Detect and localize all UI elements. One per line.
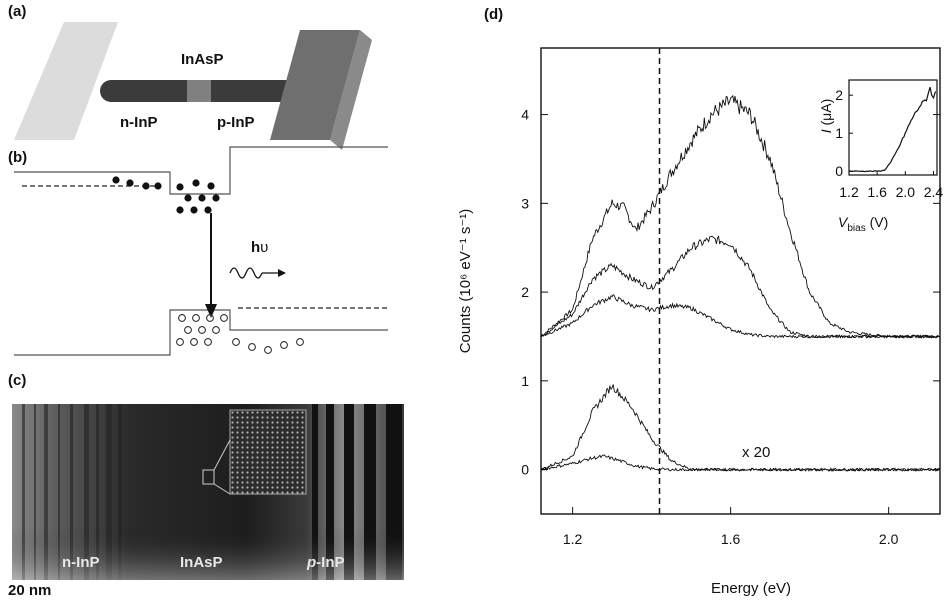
main-ytick-label: 4 <box>521 107 529 123</box>
conduction-band <box>14 146 388 195</box>
inset-xtick-label: 2.0 <box>896 184 916 200</box>
inset-ylabel-unit: (μA) <box>818 98 834 130</box>
main-series-1 <box>540 235 940 339</box>
panel-a-label: (a) <box>8 3 27 20</box>
inset-xtick-label: 1.2 <box>839 184 859 200</box>
lattice-inset <box>229 409 307 495</box>
main-xlabel: Energy (eV) <box>711 580 792 597</box>
main-xtick-label: 1.2 <box>563 531 583 547</box>
inset-ytick-label: 2 <box>835 87 843 103</box>
main-ytick-label: 2 <box>521 284 529 300</box>
band-diagram <box>14 146 388 356</box>
label-pinp-c-suffix: -InP <box>316 554 345 571</box>
main-xtick-label: 1.6 <box>721 531 741 547</box>
inset-ylabel: I (μA) <box>818 86 834 146</box>
inset-ytick-label: 0 <box>835 163 843 179</box>
valence-band <box>14 309 388 356</box>
label-pinp-a: p-InP <box>217 114 255 131</box>
main-ytick-label: 0 <box>521 462 529 478</box>
main-xtick-label: 2.0 <box>879 531 899 547</box>
device-schematic <box>14 22 372 150</box>
panel-c-label: (c) <box>8 372 27 389</box>
left-contact <box>14 22 118 140</box>
main-series-4 <box>540 454 941 472</box>
inset-xtick-label: 2.4 <box>924 184 944 200</box>
scale-bar-label: 20 nm <box>8 582 52 599</box>
inset-xlabel-sub: bias <box>847 222 866 234</box>
label-pinp-c: p-InP <box>307 554 345 571</box>
inset-ytick-label: 1 <box>835 125 843 141</box>
main-series-2 <box>540 294 941 339</box>
inasp-segment <box>187 80 211 102</box>
label-ninp-a: n-InP <box>120 114 158 131</box>
label-pinp-c-prefix: p <box>307 554 317 571</box>
label-inasp-a: InAsP <box>181 51 224 68</box>
tem-image <box>12 404 404 580</box>
main-ytick-label: 3 <box>521 195 529 211</box>
panel-d-label: (d) <box>484 6 504 23</box>
inset-xtick-label: 1.6 <box>867 184 887 200</box>
label-ninp-c: n-InP <box>62 554 100 571</box>
photon-label: hυ <box>251 239 268 256</box>
main-frame <box>540 47 941 515</box>
holes <box>176 314 304 354</box>
photon-wave <box>229 267 263 279</box>
label-inasp-c: InAsP <box>180 554 223 571</box>
photon-nu: υ <box>260 239 269 256</box>
electrons <box>112 176 220 214</box>
inset-xlabel-unit: (V) <box>865 214 889 230</box>
inset-frame <box>848 79 938 176</box>
panel-b-label: (b) <box>8 149 28 166</box>
inset-xlabel: Vbias (V) <box>838 214 888 234</box>
main-ytick-label: 1 <box>521 373 529 389</box>
photon-h: h <box>251 239 261 256</box>
inset-series-0 <box>848 87 937 173</box>
inset-ylabel-i: I <box>818 129 834 134</box>
inset-xlabel-v: V <box>838 214 848 230</box>
x20-annotation: x 20 <box>742 444 771 461</box>
